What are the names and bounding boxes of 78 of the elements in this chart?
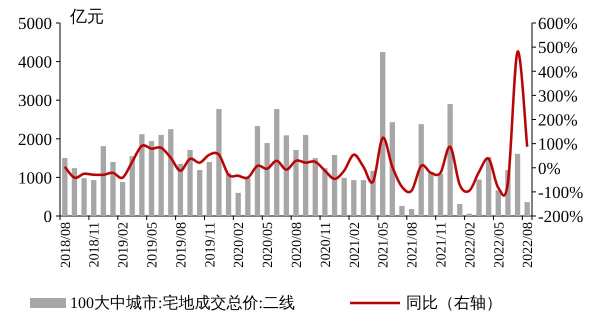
bar bbox=[254, 126, 260, 216]
bar bbox=[447, 104, 453, 216]
x-tick-label: 2021/08 bbox=[406, 222, 421, 268]
x-tick-label: 2018/11 bbox=[88, 222, 103, 268]
bar bbox=[408, 209, 414, 216]
bar bbox=[322, 168, 328, 216]
bar bbox=[62, 158, 68, 216]
y2-tick-label: -100% bbox=[538, 182, 584, 202]
bar bbox=[457, 204, 462, 216]
y-tick-label: 3000 bbox=[18, 91, 52, 110]
y2-tick-label: 100% bbox=[538, 134, 578, 154]
bar bbox=[380, 52, 386, 216]
bar bbox=[342, 178, 347, 216]
x-tick-label: 2021/05 bbox=[376, 222, 392, 268]
bar bbox=[514, 154, 520, 216]
y-tick-label: 4000 bbox=[18, 52, 52, 72]
legend-label: 100大中城市:宅地成交总价:二线 bbox=[70, 294, 295, 312]
x-tick-label: 2018/08 bbox=[58, 222, 74, 268]
x-tick-label: 2022/02 bbox=[463, 222, 478, 268]
bar bbox=[496, 190, 501, 216]
x-tick-label: 2019/11 bbox=[203, 222, 218, 268]
x-tick-label: 2020/05 bbox=[261, 222, 276, 268]
x-tick-label: 2020/11 bbox=[318, 222, 334, 268]
bar bbox=[130, 156, 135, 216]
bar bbox=[428, 172, 434, 216]
x-tick-label: 2019/05 bbox=[146, 222, 161, 268]
bar bbox=[91, 180, 96, 216]
x-tick-label: 2019/02 bbox=[116, 222, 132, 268]
y2-tick-label: -200% bbox=[538, 207, 584, 226]
bar bbox=[264, 143, 270, 216]
bar bbox=[139, 134, 145, 216]
x-tick-label: 2022/08 bbox=[521, 222, 536, 268]
y2-tick-label: 600% bbox=[538, 14, 578, 33]
x-tick-label: 2020/08 bbox=[290, 222, 305, 268]
x-tick-label: 2020/02 bbox=[232, 222, 248, 268]
bar bbox=[100, 146, 106, 216]
bar bbox=[418, 124, 424, 216]
y-tick-label: 2000 bbox=[18, 130, 52, 149]
bar bbox=[206, 162, 212, 216]
bar bbox=[187, 150, 193, 216]
bar bbox=[216, 109, 222, 216]
y2-tick-label: 500% bbox=[538, 38, 578, 58]
bar bbox=[390, 122, 395, 216]
bar bbox=[312, 158, 318, 216]
bar bbox=[274, 109, 280, 216]
bar bbox=[158, 134, 164, 216]
y2-tick-label: 400% bbox=[538, 62, 578, 82]
x-tick-label: 2021/02 bbox=[348, 222, 363, 268]
x-tick-label: 2019/08 bbox=[174, 222, 190, 268]
x-tick-label: 2022/05 bbox=[492, 222, 508, 268]
legend-label: 同比（右轴） bbox=[406, 294, 502, 312]
bar bbox=[332, 155, 338, 216]
bar bbox=[302, 134, 308, 216]
bar bbox=[438, 174, 444, 216]
bar bbox=[168, 129, 174, 216]
bar bbox=[245, 178, 250, 216]
bar bbox=[524, 202, 530, 216]
y-tick-label: 1000 bbox=[18, 168, 52, 188]
y-tick-label: 5000 bbox=[18, 14, 52, 33]
y-tick-label: 0 bbox=[44, 207, 52, 226]
bar bbox=[197, 170, 202, 216]
bar bbox=[284, 135, 290, 216]
y2-tick-label: 200% bbox=[538, 110, 578, 130]
bar bbox=[110, 162, 116, 216]
y-axis-title: 亿元 bbox=[69, 7, 104, 26]
bar bbox=[81, 178, 87, 216]
bar bbox=[293, 150, 299, 216]
y2-tick-label: 0% bbox=[538, 158, 561, 178]
bar bbox=[236, 192, 241, 216]
bar bbox=[476, 180, 482, 216]
bar bbox=[120, 182, 126, 216]
bar bbox=[360, 180, 366, 216]
bar bbox=[351, 180, 356, 216]
x-tick-label: 2021/11 bbox=[434, 222, 450, 268]
bar bbox=[486, 156, 492, 216]
y2-tick-label: 300% bbox=[538, 86, 578, 106]
bar bbox=[148, 141, 154, 216]
bar bbox=[399, 206, 405, 216]
